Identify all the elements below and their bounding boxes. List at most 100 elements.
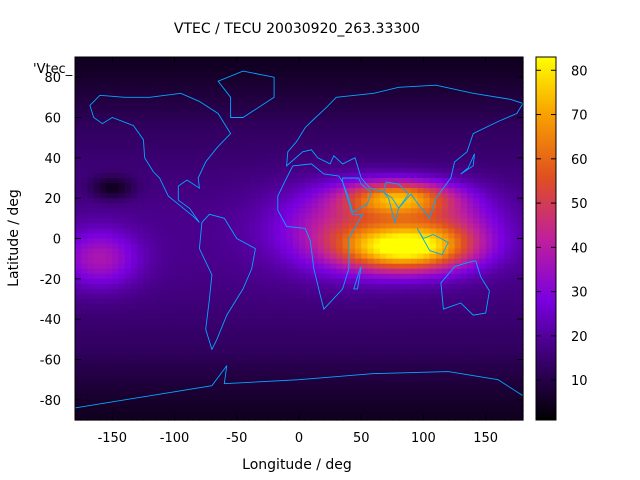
- heatmap-cell: [255, 72, 263, 78]
- heatmap-cell: [236, 213, 244, 219]
- heatmap-cell: [323, 213, 331, 219]
- heatmap-cell: [87, 172, 95, 179]
- heatmap-cell: [386, 167, 393, 174]
- heatmap-cell: [137, 314, 145, 320]
- heatmap-cell: [255, 243, 263, 250]
- heatmap-cell: [292, 329, 300, 335]
- heatmap-cell: [286, 157, 294, 164]
- heatmap-cell: [118, 253, 126, 260]
- heatmap-cell: [348, 243, 356, 250]
- heatmap-cell: [174, 273, 182, 280]
- heatmap-cell: [348, 223, 356, 230]
- heatmap-cell: [504, 364, 512, 371]
- heatmap-cell: [99, 198, 107, 204]
- heatmap-cell: [330, 314, 337, 320]
- heatmap-cell: [454, 137, 462, 144]
- heatmap-cell: [473, 268, 481, 275]
- heatmap-cell: [491, 364, 499, 371]
- heatmap-cell: [348, 233, 356, 240]
- heatmap-cell: [162, 399, 169, 406]
- heatmap-cell: [236, 364, 244, 371]
- heatmap-cell: [361, 344, 369, 351]
- heatmap-cell: [174, 67, 182, 73]
- heatmap-cell: [299, 329, 306, 335]
- heatmap-cell: [274, 102, 281, 109]
- heatmap-cell: [162, 344, 169, 351]
- heatmap-cell: [211, 394, 219, 401]
- heatmap-cell: [411, 359, 418, 366]
- heatmap-cell: [429, 112, 437, 119]
- heatmap-cell: [106, 329, 113, 335]
- heatmap-cell: [485, 379, 493, 386]
- heatmap-cell: [454, 198, 462, 204]
- heatmap-cell: [311, 137, 319, 144]
- heatmap-cell: [155, 253, 163, 260]
- heatmap-cell: [330, 344, 337, 351]
- heatmap-cell: [174, 152, 182, 159]
- heatmap-cell: [124, 389, 132, 396]
- heatmap-cell: [199, 228, 207, 235]
- heatmap-cell: [249, 102, 257, 109]
- heatmap-cell: [479, 258, 487, 265]
- heatmap-cell: [379, 223, 387, 230]
- heatmap-cell: [99, 263, 107, 270]
- heatmap-cell: [479, 223, 487, 230]
- heatmap-cell: [180, 72, 188, 78]
- heatmap-cell: [199, 344, 207, 351]
- heatmap-cell: [218, 107, 225, 114]
- heatmap-cell: [180, 389, 188, 396]
- heatmap-cell: [261, 278, 269, 285]
- heatmap-cell: [311, 329, 319, 335]
- heatmap-cell: [180, 122, 188, 129]
- heatmap-cell: [516, 293, 524, 300]
- heatmap-cell: [491, 268, 499, 275]
- heatmap-cell: [435, 178, 443, 184]
- heatmap-cell: [124, 379, 132, 386]
- heatmap-cell: [274, 152, 281, 159]
- heatmap-grid: [75, 57, 524, 421]
- heatmap-cell: [429, 117, 437, 124]
- heatmap-cell: [342, 258, 350, 265]
- heatmap-cell: [155, 233, 163, 240]
- heatmap-cell: [236, 359, 244, 366]
- heatmap-cell: [124, 112, 132, 119]
- heatmap-cell: [155, 62, 163, 68]
- heatmap-cell: [274, 117, 281, 124]
- heatmap-cell: [467, 344, 474, 351]
- heatmap-cell: [299, 178, 306, 184]
- heatmap-cell: [131, 162, 138, 169]
- heatmap-cell: [162, 253, 169, 260]
- heatmap-cell: [373, 389, 381, 396]
- heatmap-cell: [81, 208, 89, 214]
- heatmap-cell: [355, 379, 362, 386]
- heatmap-cell: [429, 193, 437, 199]
- heatmap-cell: [187, 127, 194, 134]
- heatmap-cell: [442, 97, 449, 103]
- heatmap-cell: [454, 238, 462, 245]
- heatmap-cell: [162, 273, 169, 280]
- heatmap-cell: [467, 57, 474, 63]
- heatmap-cell: [243, 162, 250, 169]
- heatmap-cell: [124, 329, 132, 335]
- heatmap-cell: [479, 72, 487, 78]
- heatmap-cell: [504, 384, 512, 391]
- heatmap-cell: [454, 258, 462, 265]
- heatmap-cell: [435, 238, 443, 245]
- heatmap-cell: [211, 97, 219, 103]
- heatmap-cell: [162, 384, 169, 391]
- heatmap-cell: [199, 97, 207, 103]
- heatmap-cell: [224, 117, 232, 124]
- heatmap-cell: [193, 157, 201, 164]
- heatmap-cell: [205, 263, 213, 270]
- heatmap-cell: [137, 304, 145, 310]
- heatmap-cell: [305, 87, 313, 93]
- heatmap-cell: [131, 253, 138, 260]
- heatmap-cell: [143, 117, 151, 124]
- heatmap-cell: [193, 354, 201, 361]
- heatmap-cell: [199, 314, 207, 320]
- heatmap-cell: [355, 132, 362, 139]
- heatmap-cell: [479, 344, 487, 351]
- heatmap-cell: [454, 102, 462, 109]
- heatmap-cell: [112, 364, 120, 371]
- heatmap-cell: [516, 72, 524, 78]
